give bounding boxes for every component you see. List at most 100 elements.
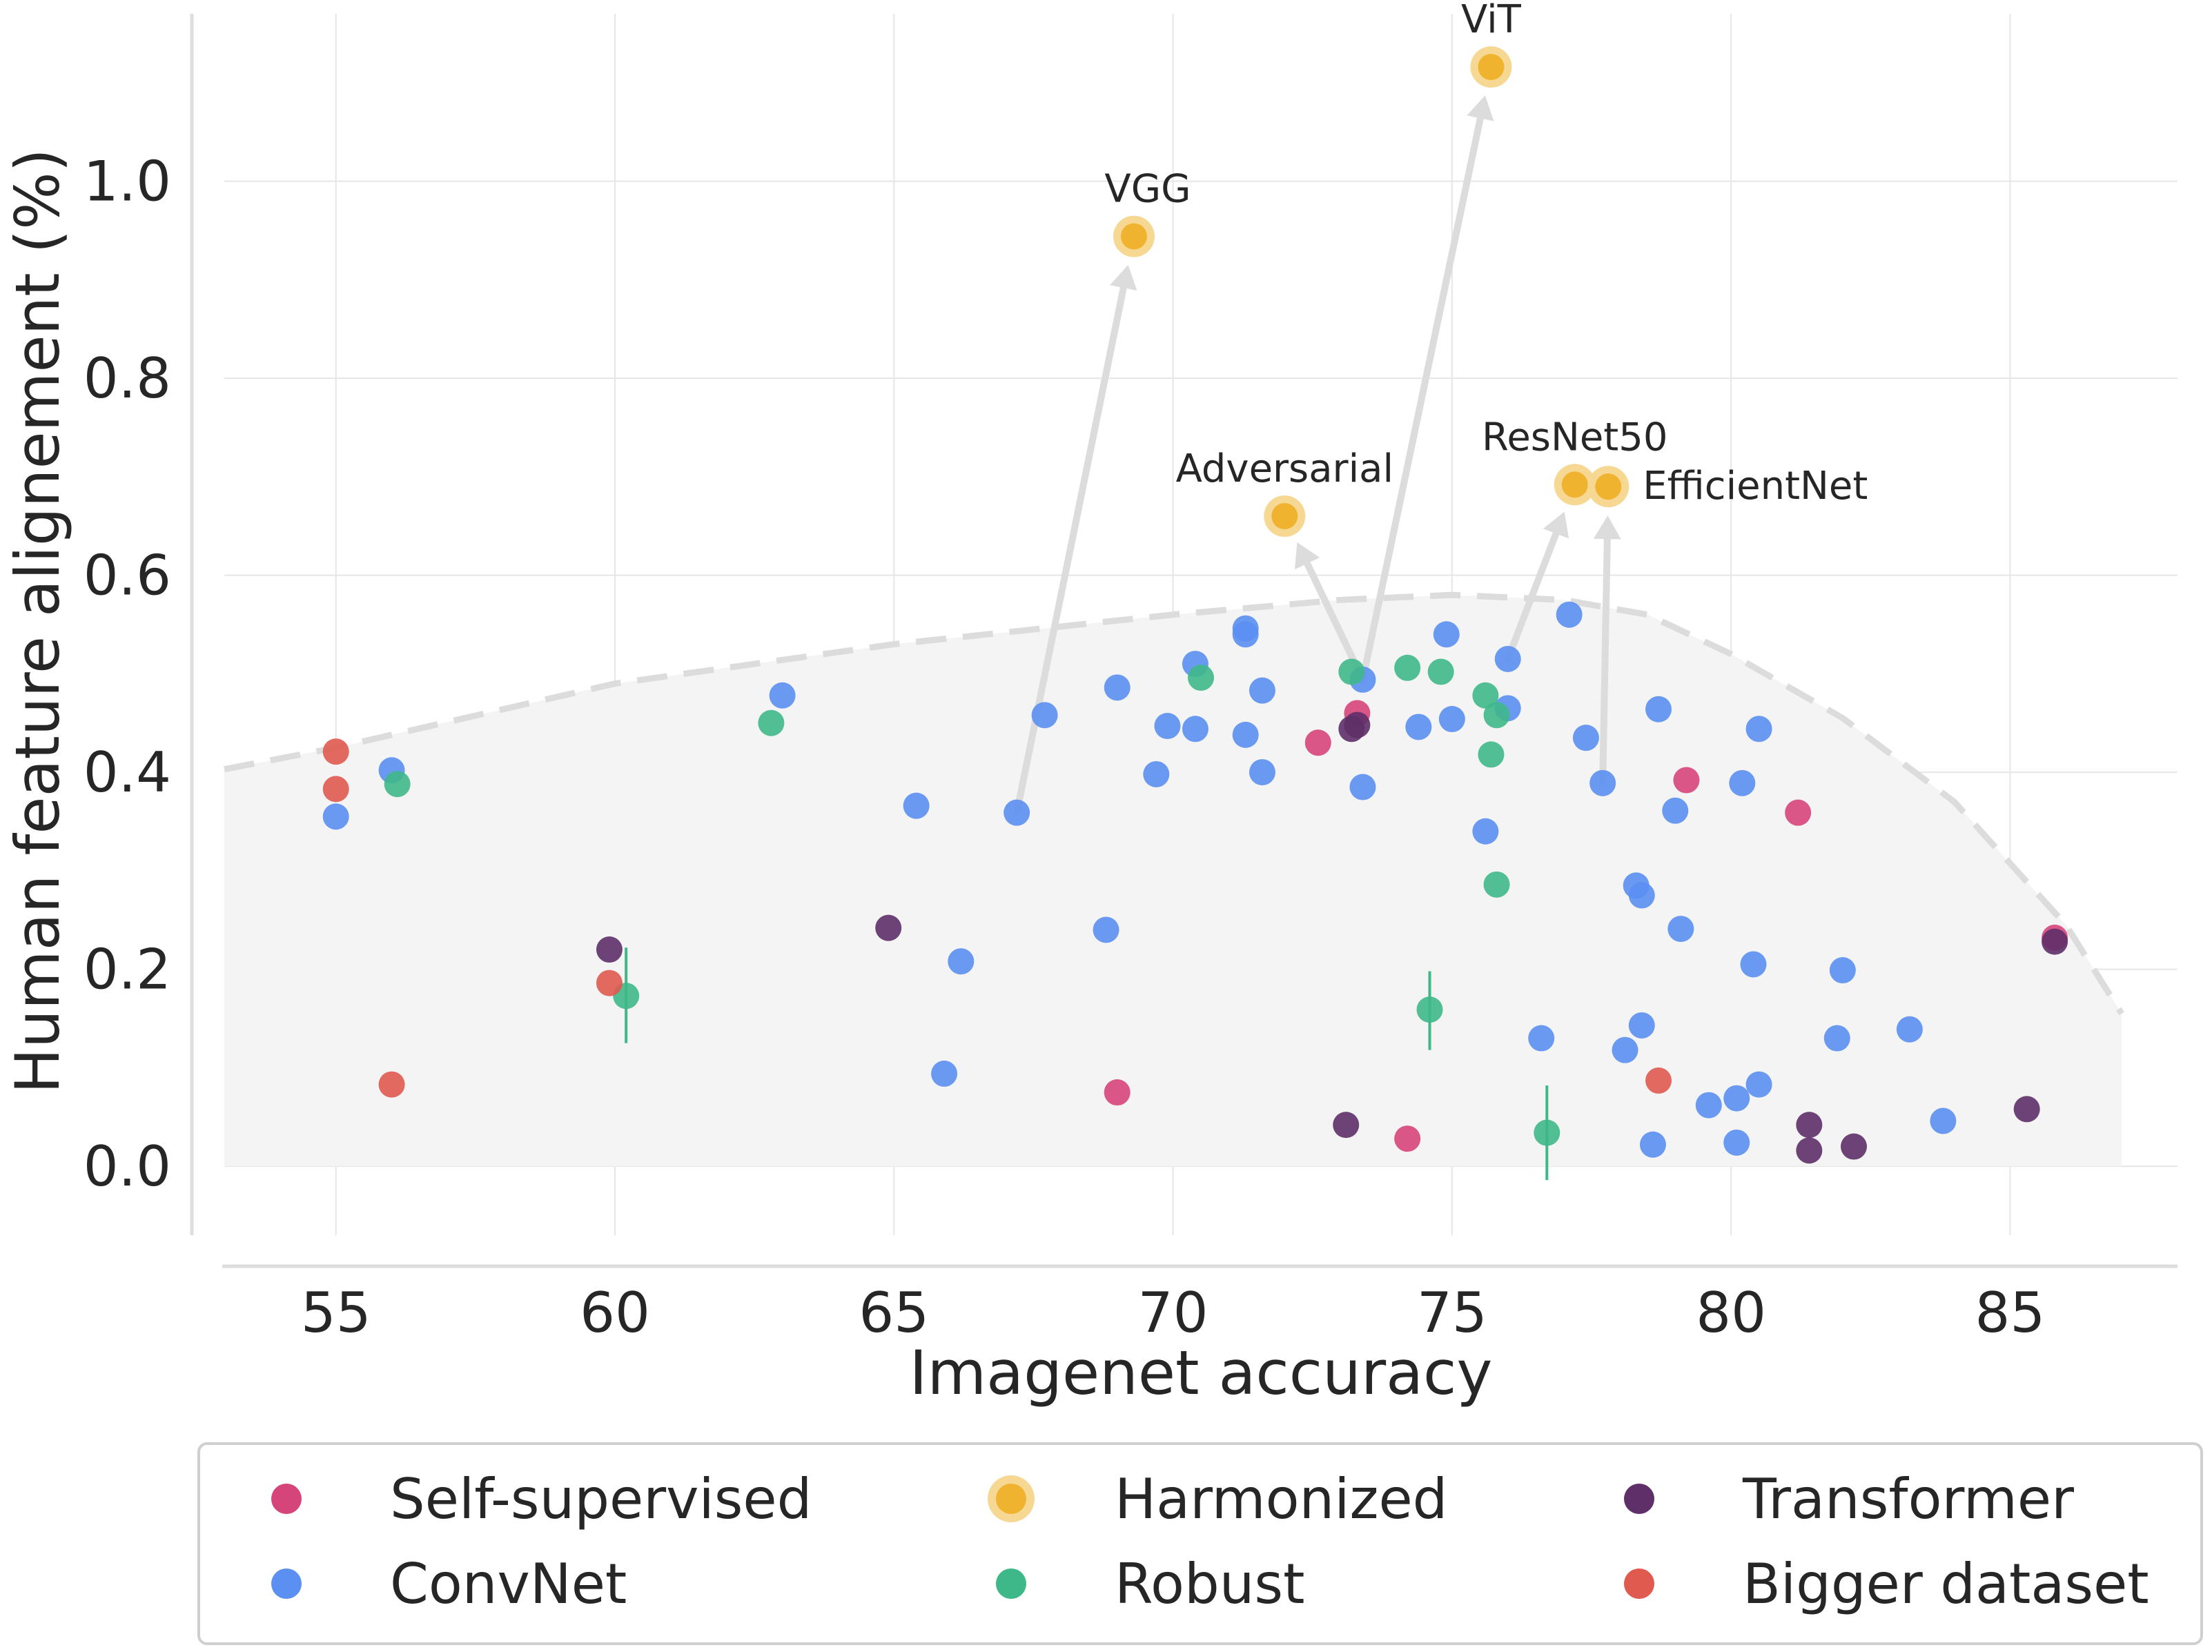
data-point (384, 771, 411, 798)
frontier-fill (224, 595, 2122, 1167)
data-point (1154, 713, 1181, 740)
data-point (1249, 677, 1275, 704)
legend-label: Harmonized (1115, 1467, 1447, 1531)
data-point (1031, 702, 1058, 729)
legend-box (197, 1442, 2203, 1645)
legend-item-convnet: ConvNet (271, 1552, 627, 1616)
data-point (378, 1071, 405, 1098)
legend-item-bigger-dataset: Bigger dataset (1624, 1552, 2149, 1616)
data-point (1182, 716, 1208, 743)
data-point (769, 682, 796, 709)
data-point (1394, 654, 1421, 681)
data-point (1405, 714, 1432, 740)
arrow-shaft (1359, 115, 1484, 683)
legend-item-harmonized: Harmonized (988, 1467, 1447, 1531)
data-point (758, 709, 785, 736)
data-point (931, 1060, 958, 1087)
data-point (1829, 957, 1856, 984)
data-point (1745, 1071, 1772, 1098)
data-point (1561, 471, 1588, 498)
data-point (1004, 799, 1030, 826)
data-point (1120, 223, 1147, 250)
data-point (1232, 721, 1259, 748)
data-point (596, 936, 623, 963)
x-tick-label: 85 (1975, 1281, 2046, 1345)
data-point (1271, 502, 1298, 529)
data-point (1483, 871, 1510, 898)
data-point (1896, 1016, 1923, 1043)
data-point (1478, 54, 1505, 81)
data-point (1595, 473, 1622, 500)
data-point (1628, 1012, 1655, 1039)
x-tick-label: 80 (1696, 1281, 1766, 1345)
data-point (1628, 882, 1655, 909)
x-tick-label: 60 (580, 1281, 650, 1345)
data-point (1639, 1131, 1666, 1158)
legend-label: Bigger dataset (1743, 1552, 2149, 1616)
data-point (1673, 767, 1700, 794)
x-tick-label: 65 (859, 1281, 929, 1345)
data-point (1528, 1025, 1555, 1052)
data-point (1416, 996, 1443, 1023)
data-point (322, 738, 349, 765)
data-point (1796, 1112, 1823, 1139)
data-point (1143, 760, 1170, 787)
series-harmonized (1113, 46, 1629, 537)
data-point (2013, 1096, 2040, 1123)
data-point (1695, 1092, 1722, 1119)
data-point (1433, 621, 1460, 648)
data-point (875, 914, 902, 941)
data-point (1841, 1133, 1868, 1160)
y-axis-title: Human feature alignement (%) (2, 148, 73, 1094)
series-transformer (596, 711, 2068, 1164)
data-point (1723, 1129, 1750, 1156)
legend-item-robust: Robust (996, 1552, 1304, 1616)
harmonization-arrows (1013, 95, 1621, 816)
data-point (1612, 1036, 1638, 1063)
arrow-head (1593, 515, 1621, 540)
arrow-shaft (1013, 284, 1127, 816)
arrow-head (1110, 264, 1137, 291)
axes: 55 60 65 70 75 80 85 0.0 0.2 0.4 0.6 0.8 1.0 (84, 14, 2177, 1345)
y-tick-label: 0.4 (84, 740, 171, 805)
annotation-vit: ViT (1461, 0, 1522, 42)
legend-marker (271, 1569, 302, 1599)
data-point (1333, 1112, 1360, 1139)
data-point (1662, 797, 1689, 824)
annotation-resnet50: ResNet50 (1482, 415, 1668, 460)
data-point (322, 803, 349, 830)
data-point (1483, 702, 1510, 729)
y-tick-label: 0.6 (84, 544, 171, 608)
arrow-head (1543, 511, 1569, 539)
arrow-shaft (1504, 530, 1560, 662)
data-point (1188, 665, 1214, 691)
legend-marker (271, 1484, 302, 1514)
arrow-head (1295, 542, 1320, 570)
legend-label: Robust (1115, 1552, 1304, 1616)
legend-item-transformer: Transformer (1624, 1467, 2074, 1531)
data-point (1427, 658, 1454, 685)
legend-label: Transformer (1742, 1467, 2074, 1531)
legend-label: ConvNet (390, 1552, 627, 1616)
data-point (1472, 682, 1499, 709)
data-points (322, 46, 2068, 1164)
arrow-head (1467, 95, 1494, 121)
data-point (1344, 711, 1371, 738)
y-tick-label: 0.2 (84, 938, 171, 1002)
data-point (1438, 706, 1465, 733)
legend-item-self-supervised: Self-supervised (271, 1467, 812, 1531)
annotation-efficientnet: EfficientNet (1643, 464, 1868, 509)
data-point (1104, 1079, 1131, 1106)
data-point (1534, 1119, 1560, 1146)
data-point (1494, 645, 1521, 672)
data-point (1823, 1025, 1850, 1052)
data-point (1093, 916, 1119, 943)
annotation-adversarial: Adversarial (1176, 446, 1393, 491)
data-point (1589, 769, 1616, 796)
legend-marker (996, 1569, 1026, 1599)
data-point (1556, 601, 1583, 628)
alignment-frontier (224, 591, 2124, 1167)
data-point (1232, 621, 1259, 648)
